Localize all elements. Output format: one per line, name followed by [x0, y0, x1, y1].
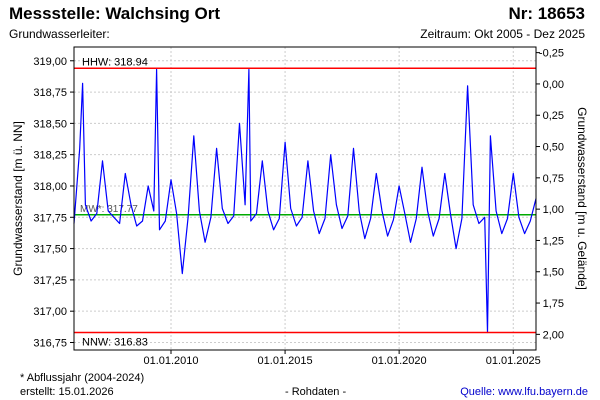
y-tick-label-right: 1,75 — [543, 298, 564, 310]
hhw-label: HHW: 318.94 — [82, 56, 148, 68]
y-tick-label-right: 0,75 — [543, 173, 564, 185]
created-date: erstellt: 15.01.2026 — [20, 386, 114, 398]
source-link[interactable]: Quelle: www.lfu.bayern.de — [460, 386, 588, 398]
x-tick-label: 01.01.2025 — [486, 355, 541, 367]
y-tick-label-left: 318,00 — [33, 181, 67, 193]
y-tick-label-left: 316,75 — [33, 337, 67, 349]
y-tick-label-left: 318,25 — [33, 150, 67, 162]
y-tick-label-right: 0,50 — [543, 142, 564, 154]
raw-data-label: - Rohdaten - — [285, 386, 347, 398]
y-tick-label-right: 2,00 — [543, 329, 564, 341]
y-tick-label-left: 318,75 — [33, 87, 67, 99]
x-tick-label: 01.01.2015 — [258, 355, 313, 367]
y-tick-label-left: 318,50 — [33, 118, 67, 130]
y-tick-label-right: 1,50 — [543, 267, 564, 279]
y-tick-label-right: 0,25 — [543, 110, 564, 122]
period-label: Zeitraum: Okt 2005 - Dez 2025 — [420, 27, 585, 41]
x-tick-label: 01.01.2020 — [372, 355, 427, 367]
x-tick-label: 01.01.2010 — [143, 355, 198, 367]
station-number: Nr: 18653 — [508, 4, 585, 23]
y-tick-label-left: 317,50 — [33, 244, 67, 256]
mean-label: MW*: 317.77 — [80, 204, 138, 215]
y-tick-label-left: 317,00 — [33, 306, 67, 318]
y-tick-label-right: 0,00 — [543, 79, 564, 91]
y-tick-label-left: 319,00 — [33, 56, 67, 68]
y-tick-label-left: 317,25 — [33, 275, 67, 287]
nnw-label: NNW: 316.83 — [82, 336, 148, 348]
plot-frame — [73, 46, 537, 351]
y-tick-label-right: 1,00 — [543, 204, 564, 216]
y-tick-label-right: -0,25 — [539, 48, 564, 60]
y-tick-label-left: 317,75 — [33, 212, 67, 224]
y-axis-title-left: Grundwasserstand [m ü. NN] — [11, 121, 25, 276]
footnote: * Abflussjahr (2004-2024) — [20, 372, 145, 384]
series-line — [73, 68, 537, 334]
y-tick-label-right: 1,25 — [543, 235, 564, 247]
aquifer-label: Grundwasserleiter: — [9, 27, 110, 41]
station-title: Messstelle: Walchsing Ort — [9, 4, 220, 23]
y-axis-title-right: Grundwasserstand [m u. Gelände] — [575, 107, 589, 290]
